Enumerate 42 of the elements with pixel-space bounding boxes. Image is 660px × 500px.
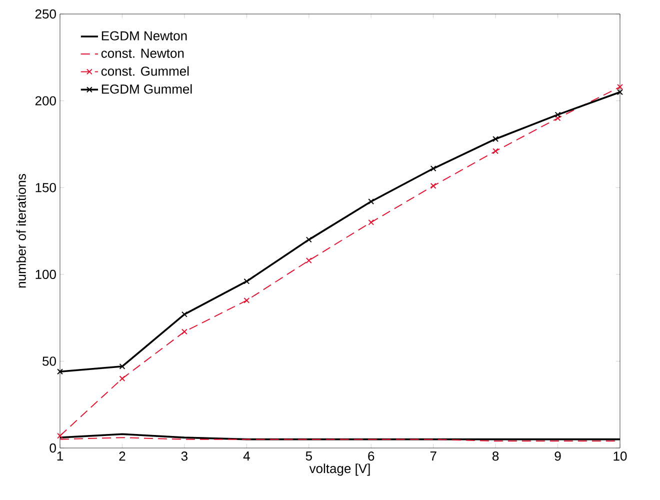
y-axis-title: number of iterations <box>16 174 26 288</box>
legend-label: EGDM Newton <box>102 31 187 40</box>
point <box>368 219 374 226</box>
y-tick-label: 200 <box>35 96 56 106</box>
x-tick-label: 5 <box>306 452 312 461</box>
x-tick-label: 7 <box>430 452 436 460</box>
point <box>492 148 499 154</box>
point <box>119 376 126 382</box>
legend-label: EGDM Gummel <box>102 84 192 94</box>
point <box>181 328 188 335</box>
point <box>368 198 374 204</box>
x-tick-label: 6 <box>368 452 374 461</box>
point <box>119 363 126 370</box>
x-tick-label: 9 <box>554 452 561 461</box>
point <box>617 89 623 96</box>
point <box>430 166 436 172</box>
point <box>306 258 312 264</box>
legend-label: const. Gummel <box>101 66 189 76</box>
x-tick-label: 8 <box>492 452 499 461</box>
x-axis-title: voltage [V] <box>309 464 370 476</box>
y-tick-label: 0 <box>50 443 56 453</box>
y-tick-label: 100 <box>36 270 56 279</box>
legend-label: const. Newton <box>101 48 184 58</box>
point <box>244 278 250 284</box>
x-tick-label: 4 <box>243 452 250 460</box>
y-tick-label: 150 <box>36 182 56 192</box>
x-tick-label: 1 <box>57 452 63 460</box>
point <box>181 311 188 318</box>
point <box>554 115 561 122</box>
point <box>430 182 436 189</box>
x-tick-label: 2 <box>119 452 126 461</box>
point <box>244 297 250 304</box>
point <box>617 84 623 90</box>
y-tick-label: 250 <box>35 9 56 19</box>
point <box>554 112 561 118</box>
x-tick-label: 10 <box>614 452 627 461</box>
point <box>57 368 63 375</box>
point <box>492 136 499 142</box>
y-tick-label: 50 <box>42 356 56 366</box>
point <box>57 432 63 439</box>
point <box>306 236 312 243</box>
x-tick-label: 3 <box>181 452 188 461</box>
